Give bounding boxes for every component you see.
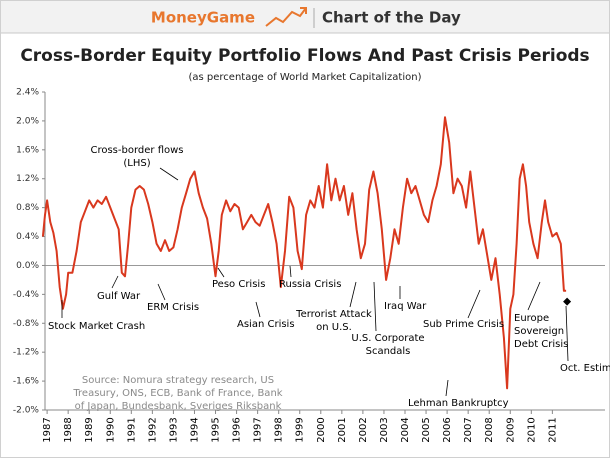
x-tick-label: 1996 — [232, 417, 243, 442]
chart-title: Cross-Border Equity Portfolio Flows And … — [20, 46, 589, 66]
source-note: Source: Nomura strategy research, US — [82, 375, 274, 386]
x-tick-label: 2000 — [316, 417, 327, 442]
y-tick-label: -1.2% — [13, 348, 40, 358]
brand: MoneyGame — [151, 9, 255, 27]
section: Chart of the Day — [322, 9, 461, 27]
y-tick-label: 0.0% — [16, 261, 39, 271]
x-tick-label: 2005 — [421, 417, 432, 442]
x-tick-label: 2006 — [442, 417, 453, 442]
annotation: Debt Crisis — [514, 339, 568, 350]
annotation: Asian Crisis — [237, 319, 295, 330]
x-tick-label: 1993 — [168, 417, 179, 442]
x-tick-label: 2003 — [379, 417, 390, 442]
x-tick-label: 1995 — [211, 417, 222, 442]
brand-icon — [265, 7, 315, 28]
x-tick-label: 2010 — [526, 417, 537, 442]
y-tick-label: 0.8% — [16, 203, 39, 213]
y-tick-label: 2.0% — [16, 116, 39, 126]
y-tick-label: -0.4% — [13, 290, 40, 300]
x-tick-label: 1987 — [42, 417, 53, 442]
annotation: Scandals — [366, 346, 411, 357]
x-tick-label: 1989 — [84, 417, 95, 442]
flow-line — [41, 116, 567, 390]
estimate-marker — [563, 297, 572, 306]
annotation: Europe — [514, 313, 549, 324]
annotation: Oct. Estimate — [560, 363, 610, 374]
annotation: Lehman Bankruptcy — [408, 398, 509, 409]
x-tick-label: 1997 — [253, 417, 264, 442]
x-tick-label: 1991 — [126, 417, 137, 442]
pointer — [289, 265, 292, 278]
annotation: on U.S. — [316, 322, 352, 333]
y-tick-label: 0.4% — [16, 232, 39, 242]
x-tick-label: 1998 — [274, 417, 285, 442]
y-tick-label: -0.8% — [13, 319, 40, 329]
annotation: Peso Crisis — [212, 279, 265, 290]
x-tick-label: 2007 — [463, 417, 474, 442]
annotation: U.S. Corporate — [351, 333, 424, 344]
annotation: Gulf War — [97, 291, 141, 302]
y-tick-label: 1.2% — [16, 174, 39, 184]
pointer — [445, 379, 449, 397]
x-tick-label: 2008 — [484, 417, 495, 442]
annotation: Russia Crisis — [279, 279, 341, 290]
source-note: Treasury, ONS, ECB, Bank of France, Bank — [72, 388, 282, 399]
pointer — [157, 283, 166, 301]
annotation: Terrorist Attack — [295, 309, 372, 320]
y-tick-label: -1.6% — [13, 377, 40, 387]
x-tick-label: 2011 — [547, 417, 558, 442]
x-tick-label: 1994 — [189, 417, 200, 442]
annotation: (LHS) — [123, 158, 150, 169]
source-note: of Japan, Bundesbank, Sveriges Riksbank — [75, 401, 282, 412]
x-tick-label: 1988 — [63, 417, 74, 442]
pointer — [255, 301, 261, 318]
x-tick-label: 1990 — [105, 417, 116, 442]
y-tick-label: -2.0% — [13, 406, 40, 416]
pointer — [111, 275, 119, 289]
annotation: Cross-border flows — [90, 145, 183, 156]
pointer — [349, 281, 357, 308]
x-tick-label: 2002 — [358, 417, 369, 442]
y-tick-label: 1.6% — [16, 145, 39, 155]
x-tick-label: 2004 — [400, 417, 411, 442]
annotation: Sub Prime Crisis — [423, 319, 504, 330]
pointer — [373, 281, 377, 332]
y-tick-label: 2.4% — [16, 88, 39, 98]
annotation: ERM Crisis — [147, 302, 199, 313]
pointer — [217, 267, 225, 278]
chart-subtitle: (as percentage of World Market Capitaliz… — [188, 72, 421, 83]
pointer — [159, 167, 179, 181]
annotation: Stock Market Crash — [48, 321, 145, 332]
pointer — [527, 281, 541, 311]
x-tick-label: 2009 — [505, 417, 516, 442]
x-tick-label: 1992 — [147, 417, 158, 442]
header-bar — [1, 1, 609, 33]
pointer — [565, 305, 569, 362]
x-tick-label: 2001 — [337, 417, 348, 442]
annotation: Iraq War — [384, 301, 427, 312]
x-tick-label: 1999 — [295, 417, 306, 442]
pointer — [467, 289, 481, 319]
annotation: Sovereign — [514, 326, 564, 337]
